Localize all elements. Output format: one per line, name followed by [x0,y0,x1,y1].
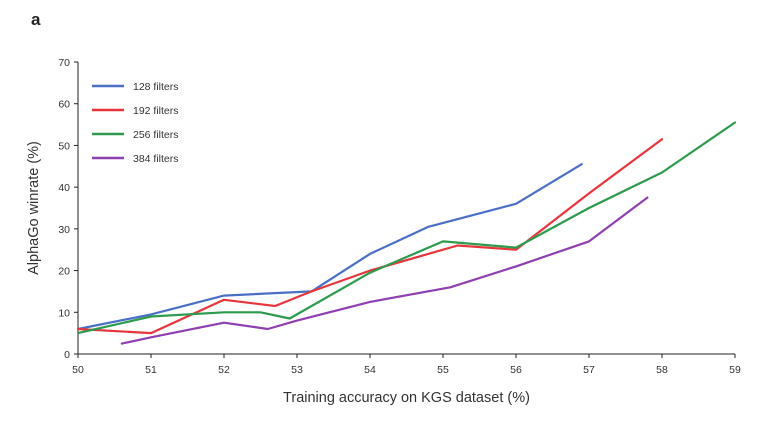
y-tick-label: 10 [58,307,70,319]
y-tick-label: 40 [58,182,70,194]
chart-series [76,121,737,345]
legend-label: 256 filters [133,129,179,141]
x-tick-label: 56 [510,364,522,376]
x-tick-label: 55 [437,364,449,376]
series-line-128-filters [76,163,583,331]
y-tick-label: 30 [58,224,70,236]
y-tick-label: 20 [58,266,70,278]
chart-axes: 50 51 52 53 54 55 56 57 58 59 0 10 20 30 40 50 60 70 [58,57,741,376]
y-tick-label: 50 [58,140,70,152]
series-line-192-filters [76,138,664,335]
x-tick-label: 50 [72,364,84,376]
y-axis-title: AlphaGo winrate (%) [26,141,42,275]
y-tick-label: 0 [64,349,70,361]
y-tick-label: 70 [58,57,70,69]
x-tick-label: 52 [218,364,230,376]
x-axis-title: Training accuracy on KGS dataset (%) [283,390,530,406]
legend-label: 384 filters [133,153,179,165]
legend-label: 192 filters [133,105,179,117]
panel-label: a [31,10,41,29]
x-tick-label: 59 [729,364,741,376]
series-line-256-filters [76,121,737,335]
x-tick-label: 53 [291,364,303,376]
x-tick-label: 57 [583,364,595,376]
series-line-384-filters [120,196,649,345]
y-tick-label: 60 [58,99,70,111]
chart-legend: 128 filters 192 filters 256 filters 384 fil… [92,81,179,165]
x-tick-label: 51 [145,364,157,376]
x-tick-label: 54 [364,364,376,376]
legend-label: 128 filters [133,81,179,93]
x-tick-label: 58 [656,364,668,376]
